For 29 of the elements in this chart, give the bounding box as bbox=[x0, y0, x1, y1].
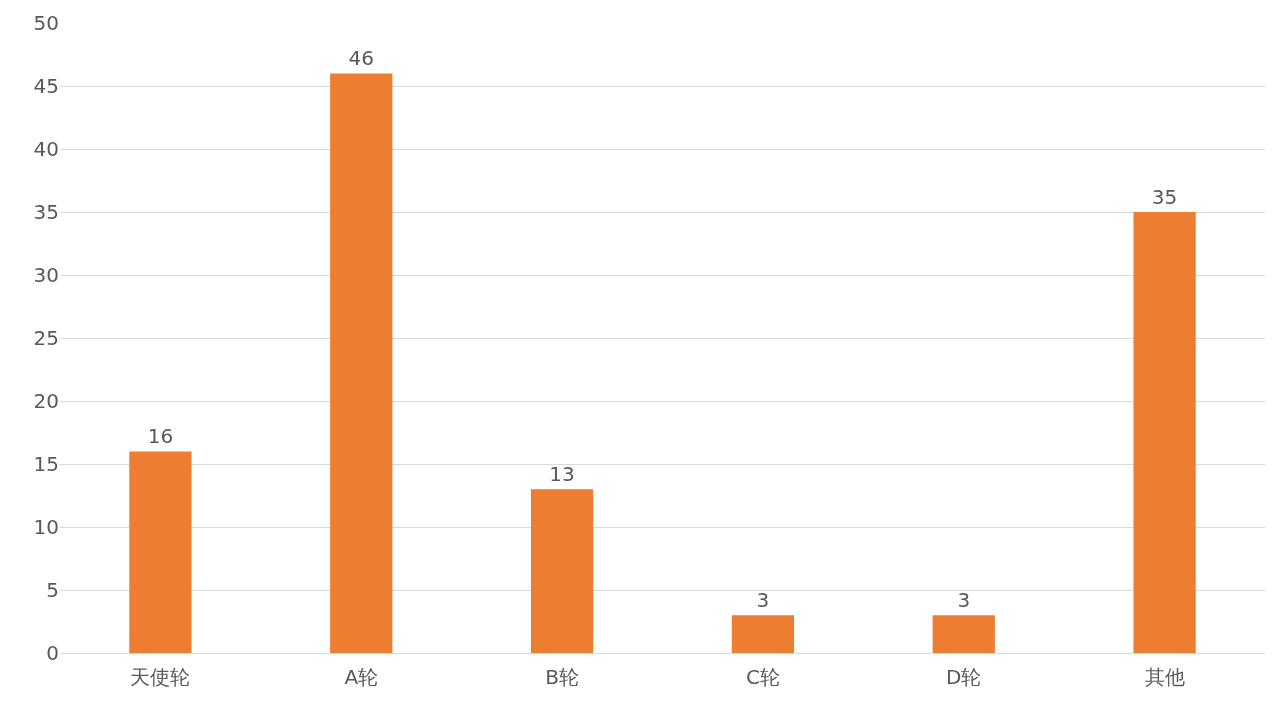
data-label: 35 bbox=[1151, 185, 1178, 209]
bar bbox=[932, 615, 995, 653]
x-tick-label: A轮 bbox=[344, 665, 379, 689]
bar bbox=[530, 489, 594, 653]
x-tick-label: B轮 bbox=[545, 665, 579, 689]
y-tick-label: 25 bbox=[33, 326, 59, 350]
data-label: 3 bbox=[957, 588, 971, 613]
y-tick-label: 40 bbox=[33, 137, 59, 161]
y-tick-label: 30 bbox=[33, 263, 59, 287]
data-label: 13 bbox=[549, 462, 575, 487]
x-tick-label: 其他 bbox=[1144, 665, 1185, 689]
y-tick-label: 50 bbox=[33, 11, 59, 35]
y-tick-label: 45 bbox=[33, 74, 59, 98]
y-tick-label: 0 bbox=[46, 641, 59, 665]
x-tick-label: 天使轮 bbox=[130, 665, 191, 689]
data-label: 46 bbox=[348, 46, 374, 71]
bar bbox=[129, 451, 192, 653]
data-label: 3 bbox=[756, 588, 770, 613]
y-tick-label: 35 bbox=[33, 200, 59, 224]
x-tick-label: C轮 bbox=[745, 665, 780, 689]
bar bbox=[1133, 212, 1196, 653]
bar bbox=[731, 615, 795, 653]
y-tick-label: 10 bbox=[33, 515, 59, 539]
data-label: 16 bbox=[147, 424, 174, 449]
y-tick-label: 15 bbox=[33, 452, 59, 476]
y-tick-label: 5 bbox=[46, 578, 59, 602]
y-tick-label: 20 bbox=[33, 389, 59, 413]
x-tick-label: D轮 bbox=[946, 665, 982, 689]
bar bbox=[330, 73, 393, 653]
